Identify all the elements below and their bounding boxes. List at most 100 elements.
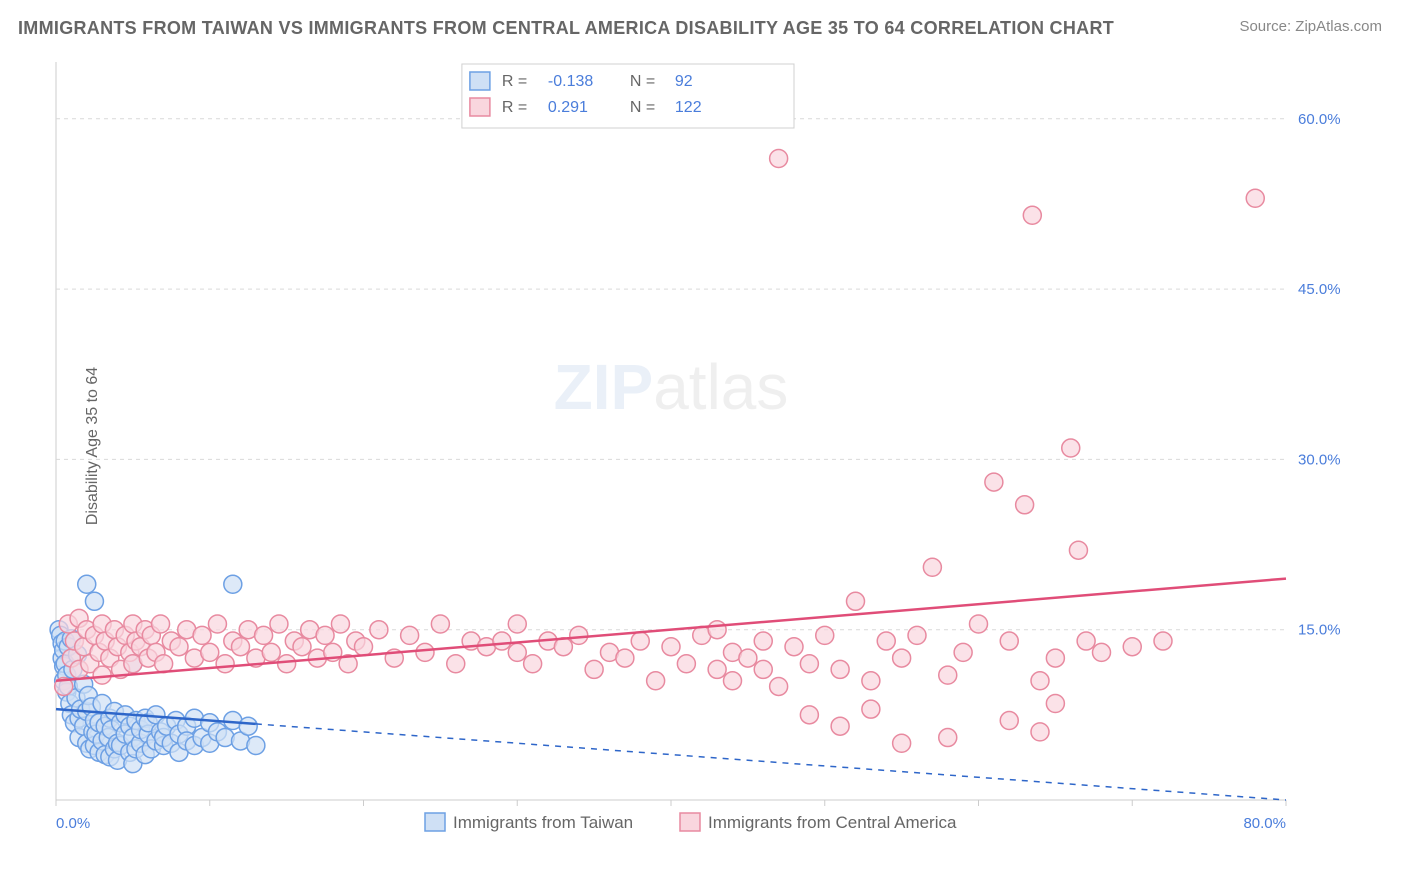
scatter-point-central-america <box>493 632 511 650</box>
scatter-point-central-america <box>431 615 449 633</box>
scatter-point-taiwan <box>239 717 257 735</box>
y-tick-label: 15.0% <box>1298 622 1341 639</box>
legend-r-value-taiwan: -0.138 <box>548 73 593 90</box>
legend-r-label: R = <box>502 73 527 90</box>
scatter-point-central-america <box>1123 638 1141 656</box>
scatter-point-central-america <box>152 615 170 633</box>
scatter-point-central-america <box>216 655 234 673</box>
y-tick-label: 60.0% <box>1298 111 1341 128</box>
scatter-point-central-america <box>201 643 219 661</box>
trend-line-dashed-taiwan <box>256 724 1286 800</box>
scatter-point-central-america <box>508 615 526 633</box>
scatter-point-central-america <box>970 615 988 633</box>
scatter-point-central-america <box>193 626 211 644</box>
scatter-point-central-america <box>1016 496 1034 514</box>
series-legend: Immigrants from Taiwan Immigrants from Ce… <box>425 813 957 832</box>
chart-svg: 15.0% 30.0% 45.0% 60.0% 0.0% 80.0% ZIPatlas R =… <box>48 54 1376 844</box>
plot-area: 15.0% 30.0% 45.0% 60.0% 0.0% 80.0% ZIPatlas R =… <box>48 54 1376 844</box>
scatter-point-central-america <box>1154 632 1172 650</box>
y-tick-label: 30.0% <box>1298 451 1341 468</box>
scatter-point-central-america <box>800 655 818 673</box>
scatter-point-central-america <box>908 626 926 644</box>
scatter-point-central-america <box>770 677 788 695</box>
legend-swatch-central-america <box>470 98 490 116</box>
scatter-point-taiwan <box>247 737 265 755</box>
scatter-point-central-america <box>985 473 1003 491</box>
scatter-point-central-america <box>877 632 895 650</box>
scatter-point-central-america <box>93 666 111 684</box>
scatter-point-central-america <box>677 655 695 673</box>
scatter-point-central-america <box>585 660 603 678</box>
watermark: ZIPatlas <box>554 351 789 423</box>
scatter-point-central-america <box>1031 672 1049 690</box>
scatter-point-central-america <box>554 638 572 656</box>
scatter-point-central-america <box>232 638 250 656</box>
scatter-point-central-america <box>316 626 334 644</box>
legend-r-value-central-america: 0.291 <box>548 99 588 116</box>
scatter-point-central-america <box>631 632 649 650</box>
legend-n-label: N = <box>630 99 655 116</box>
scatter-point-central-america <box>1031 723 1049 741</box>
scatter-point-central-america <box>816 626 834 644</box>
x-tick-label: 0.0% <box>56 815 90 832</box>
scatter-point-central-america <box>1077 632 1095 650</box>
scatter-point-central-america <box>923 558 941 576</box>
scatter-point-central-america <box>401 626 419 644</box>
scatter-point-central-america <box>708 621 726 639</box>
scatter-point-central-america <box>893 734 911 752</box>
scatter-point-central-america <box>1023 206 1041 224</box>
scatter-point-central-america <box>754 660 772 678</box>
legend-n-value-central-america: 122 <box>675 99 702 116</box>
scatter-point-central-america <box>800 706 818 724</box>
scatter-point-central-america <box>862 700 880 718</box>
scatter-point-central-america <box>1000 632 1018 650</box>
scatter-point-central-america <box>1093 643 1111 661</box>
scatter-point-central-america <box>770 150 788 168</box>
scatter-point-central-america <box>1069 541 1087 559</box>
scatter-point-central-america <box>1246 189 1264 207</box>
scatter-point-central-america <box>831 717 849 735</box>
scatter-point-central-america <box>1000 712 1018 730</box>
scatter-point-taiwan <box>224 575 242 593</box>
scatter-point-central-america <box>893 649 911 667</box>
scatter-point-central-america <box>208 615 226 633</box>
scatter-point-central-america <box>262 643 280 661</box>
scatter-point-central-america <box>370 621 388 639</box>
series-swatch-central-america <box>680 813 700 831</box>
scatter-point-central-america <box>954 643 972 661</box>
scatter-point-central-america <box>862 672 880 690</box>
series-label-central-america: Immigrants from Central America <box>708 813 957 832</box>
x-tick-label: 80.0% <box>1243 815 1286 832</box>
scatter-point-taiwan <box>85 592 103 610</box>
scatter-point-central-america <box>739 649 757 667</box>
scatter-point-central-america <box>647 672 665 690</box>
chart-container: IMMIGRANTS FROM TAIWAN VS IMMIGRANTS FRO… <box>0 0 1406 892</box>
scatter-point-central-america <box>416 643 434 661</box>
chart-title: IMMIGRANTS FROM TAIWAN VS IMMIGRANTS FRO… <box>18 18 1114 39</box>
scatter-point-central-america <box>708 660 726 678</box>
scatter-point-central-america <box>447 655 465 673</box>
scatter-point-central-america <box>939 729 957 747</box>
scatter-point-central-america <box>508 643 526 661</box>
scatter-point-central-america <box>278 655 296 673</box>
scatter-point-central-america <box>662 638 680 656</box>
series-label-taiwan: Immigrants from Taiwan <box>453 813 633 832</box>
scatter-point-central-america <box>270 615 288 633</box>
source-attribution: Source: ZipAtlas.com <box>1239 18 1382 35</box>
scatter-point-central-america <box>1046 694 1064 712</box>
scatter-point-central-america <box>255 626 273 644</box>
scatter-point-central-america <box>355 638 373 656</box>
scatter-point-central-america <box>1062 439 1080 457</box>
scatter-point-central-america <box>170 638 188 656</box>
legend-swatch-taiwan <box>470 72 490 90</box>
scatter-point-central-america <box>724 672 742 690</box>
y-tick-label: 45.0% <box>1298 281 1341 298</box>
legend-n-label: N = <box>630 73 655 90</box>
scatter-point-central-america <box>616 649 634 667</box>
scatter-point-central-america <box>831 660 849 678</box>
scatter-point-taiwan <box>78 575 96 593</box>
scatter-point-central-america <box>293 638 311 656</box>
scatter-point-central-america <box>754 632 772 650</box>
scatter-point-central-america <box>155 655 173 673</box>
legend-n-value-taiwan: 92 <box>675 73 693 90</box>
